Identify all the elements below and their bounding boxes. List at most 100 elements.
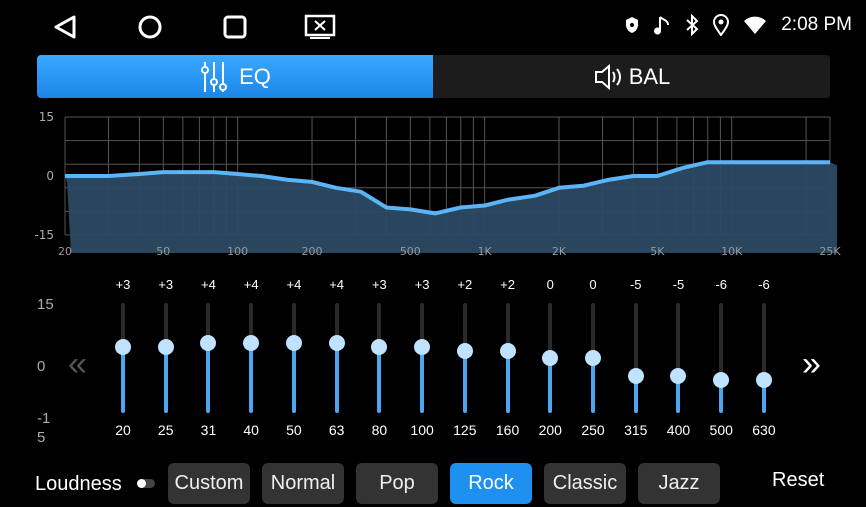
band-slider-knob[interactable] — [755, 372, 772, 388]
band-slider[interactable] — [627, 303, 644, 413]
band-slider[interactable] — [157, 303, 174, 413]
band-slider[interactable] — [456, 303, 473, 413]
band-gain-label: -5 — [629, 277, 642, 292]
x-tick-label: 200 — [302, 245, 323, 258]
reset-button[interactable]: Reset — [772, 469, 825, 491]
band-slider-fill — [377, 347, 382, 413]
band-gain-label: -5 — [672, 277, 685, 292]
preset-classic-button[interactable]: Classic — [544, 463, 626, 504]
band-slider-knob[interactable] — [627, 368, 644, 385]
music-note-icon — [654, 16, 670, 35]
band-slider-knob[interactable] — [414, 339, 431, 355]
preset-jazz-button[interactable]: Jazz — [638, 463, 720, 504]
band-slider-knob[interactable] — [200, 335, 217, 352]
eq-curve-line — [65, 160, 830, 216]
preset-rock-button[interactable]: Rock — [450, 463, 532, 504]
band-slider-fill — [462, 350, 467, 413]
tab-bal-label: BAL — [628, 63, 671, 89]
band-gain-label: 0 — [589, 277, 597, 292]
band-slider[interactable] — [542, 303, 559, 413]
band-gain-label: +4 — [329, 277, 345, 292]
back-icon[interactable] — [52, 14, 78, 40]
band-gain-label: +3 — [115, 277, 131, 292]
x-tick-label: 25K — [819, 245, 841, 258]
band-slider[interactable] — [670, 303, 687, 413]
band-slider[interactable] — [755, 303, 772, 413]
band-slider-knob[interactable] — [585, 350, 602, 366]
band-slider-knob[interactable] — [713, 372, 730, 388]
screen-cast-icon[interactable] — [304, 14, 336, 40]
band-freq-label: 125 — [453, 422, 477, 438]
band-slider[interactable] — [285, 303, 302, 413]
band-slider-knob[interactable] — [499, 342, 516, 359]
scale-top: 15 — [37, 296, 54, 313]
band-slider-fill — [249, 343, 254, 413]
band-freq-label: 100 — [410, 422, 434, 438]
home-icon[interactable] — [137, 14, 163, 40]
band-slider-fill — [591, 358, 596, 413]
band-slider-knob[interactable] — [542, 350, 559, 366]
band-slider-fill — [719, 380, 724, 413]
recents-icon[interactable] — [222, 14, 248, 40]
band-slider[interactable] — [328, 303, 345, 413]
scale-bottom-1: -1 — [37, 410, 51, 427]
scroll-left-icon[interactable]: « — [68, 345, 87, 383]
band-slider-knob[interactable] — [371, 339, 388, 355]
tab-eq[interactable]: EQ — [37, 55, 433, 98]
band-slider[interactable] — [200, 303, 217, 413]
band-slider[interactable] — [371, 303, 388, 413]
band-gain-label: -6 — [715, 277, 727, 292]
shield-icon — [626, 17, 639, 33]
band-freq-label: 500 — [709, 422, 733, 438]
band-freq-label: 20 — [115, 422, 131, 438]
x-tick-label: 10K — [721, 245, 743, 258]
preset-pop-button[interactable]: Pop — [356, 463, 438, 504]
scroll-right-icon[interactable]: » — [802, 345, 821, 383]
band-gain-label: +3 — [371, 277, 387, 292]
loudness-label: Loudness — [35, 473, 122, 495]
band-gain-label: +2 — [457, 277, 473, 292]
band-gain-label: +4 — [201, 277, 216, 292]
band-slider[interactable] — [585, 303, 602, 413]
eq-curve-chart: 15 0 -15 20 50 100 200 500 1K 2K 5K 10K 25K — [34, 110, 841, 258]
preset-custom-button[interactable]: Custom — [168, 463, 250, 504]
band-freq-label: 250 — [581, 422, 605, 438]
y-tick-label: 0 — [46, 169, 54, 183]
band-slider-knob[interactable] — [670, 368, 687, 385]
scale-bottom-2: 5 — [37, 429, 46, 446]
clock: 2:08 PM — [781, 14, 852, 35]
band-slider[interactable] — [499, 303, 516, 413]
band-slider-fill — [206, 343, 211, 413]
tab-bal[interactable]: BAL — [433, 55, 830, 98]
band-gain-label: +4 — [243, 277, 259, 292]
band-slider-knob[interactable] — [456, 342, 473, 359]
band-slider[interactable] — [713, 303, 730, 413]
loudness-toggle[interactable] — [137, 479, 155, 488]
band-slider-fill — [291, 343, 296, 413]
band-slider-fill — [163, 347, 168, 413]
band-slider-fill — [334, 343, 339, 413]
band-slider[interactable] — [243, 303, 260, 413]
band-freq-label: 630 — [752, 422, 776, 438]
preset-normal-button[interactable]: Normal — [262, 463, 344, 504]
band-slider-fill — [676, 376, 681, 413]
band-gain-label: -6 — [758, 277, 770, 292]
band-slider-knob[interactable] — [115, 339, 131, 355]
band-slider[interactable] — [414, 303, 431, 413]
scale-mid: 0 — [37, 358, 46, 375]
band-freq-label: 400 — [666, 422, 691, 438]
band-slider-fill — [548, 358, 553, 413]
band-freq-label: 50 — [286, 422, 302, 438]
wifi-icon — [744, 16, 767, 34]
band-slider-knob[interactable] — [328, 335, 345, 352]
band-freq-label: 80 — [371, 422, 388, 438]
band-slider-knob[interactable] — [157, 339, 174, 355]
speaker-icon — [594, 63, 621, 90]
band-slider-knob[interactable] — [243, 335, 260, 352]
band-slider-knob[interactable] — [285, 335, 302, 352]
band-slider[interactable] — [115, 303, 131, 413]
equalizer-icon — [201, 61, 228, 92]
band-freq-label: 25 — [157, 422, 174, 438]
band-gain-label: +2 — [500, 277, 515, 292]
y-tick-label: -15 — [34, 228, 54, 242]
